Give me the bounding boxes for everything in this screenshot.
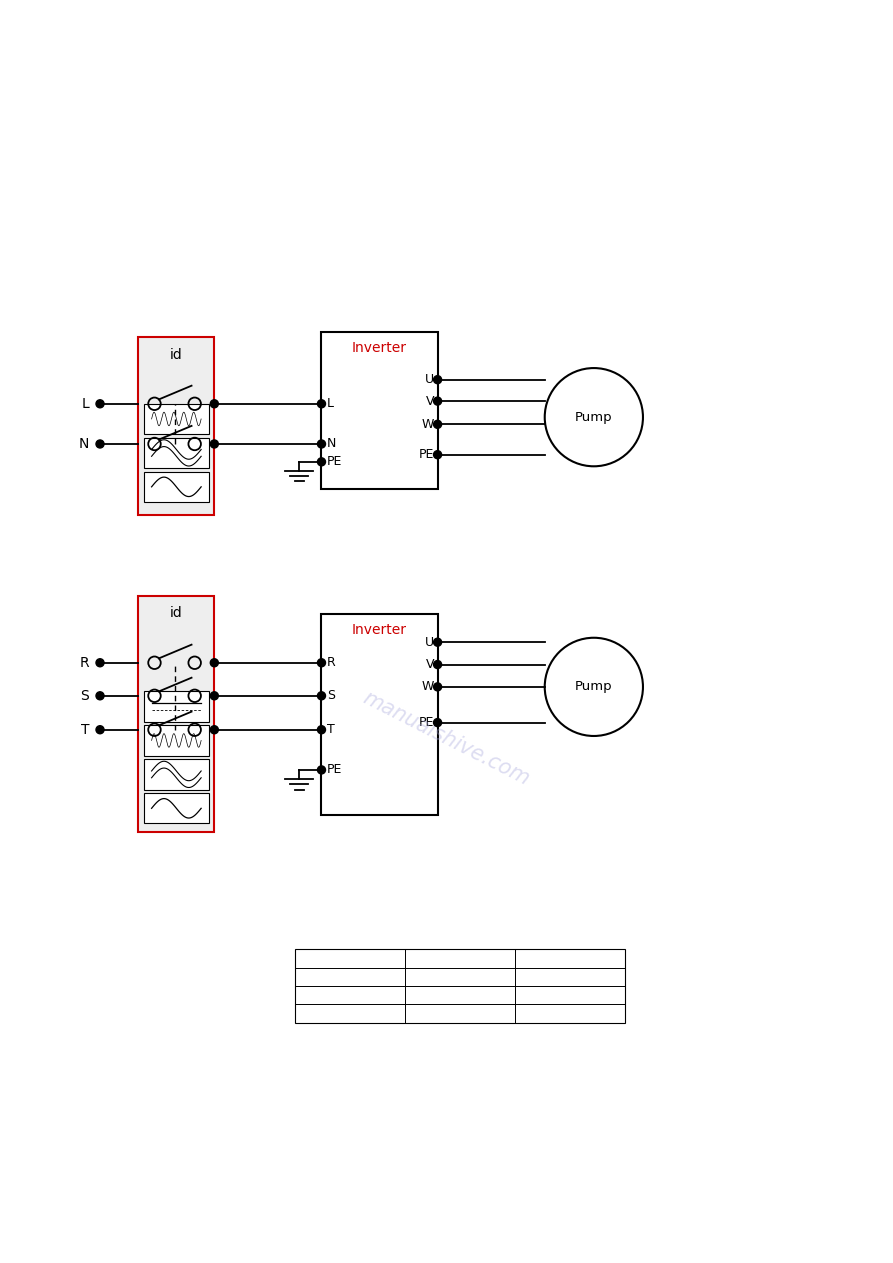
Text: N: N bbox=[327, 437, 336, 451]
Text: PE: PE bbox=[327, 763, 342, 777]
Text: W: W bbox=[421, 681, 434, 693]
Text: V: V bbox=[425, 658, 434, 671]
Circle shape bbox=[211, 659, 218, 667]
Text: L: L bbox=[81, 397, 89, 410]
Circle shape bbox=[96, 400, 104, 408]
Circle shape bbox=[96, 726, 104, 734]
Text: Inverter: Inverter bbox=[352, 623, 407, 637]
Text: U: U bbox=[425, 635, 434, 649]
Bar bbox=[138, 596, 214, 832]
Circle shape bbox=[96, 692, 104, 700]
Bar bbox=[144, 404, 209, 434]
Circle shape bbox=[434, 719, 441, 726]
Circle shape bbox=[317, 765, 325, 774]
Bar bbox=[144, 793, 209, 823]
Circle shape bbox=[434, 397, 441, 405]
Circle shape bbox=[211, 692, 218, 700]
Text: Pump: Pump bbox=[575, 410, 613, 423]
Text: manualshive.com: manualshive.com bbox=[360, 688, 533, 789]
Circle shape bbox=[211, 440, 218, 448]
Text: T: T bbox=[80, 722, 89, 736]
Circle shape bbox=[211, 400, 218, 408]
Text: PE: PE bbox=[419, 716, 434, 729]
Text: R: R bbox=[79, 655, 89, 669]
Text: S: S bbox=[327, 690, 335, 702]
Text: T: T bbox=[327, 724, 335, 736]
Circle shape bbox=[317, 440, 325, 448]
Circle shape bbox=[96, 440, 104, 448]
Circle shape bbox=[434, 683, 441, 691]
Text: Inverter: Inverter bbox=[352, 341, 407, 355]
Text: id: id bbox=[170, 606, 183, 620]
Bar bbox=[321, 332, 438, 489]
Text: PE: PE bbox=[419, 448, 434, 461]
Bar bbox=[321, 614, 438, 815]
Text: U: U bbox=[425, 373, 434, 386]
Circle shape bbox=[317, 726, 325, 734]
Text: id: id bbox=[170, 347, 183, 361]
Circle shape bbox=[434, 451, 441, 458]
Text: W: W bbox=[421, 418, 434, 431]
Bar bbox=[144, 438, 209, 469]
Circle shape bbox=[211, 726, 218, 734]
Text: N: N bbox=[79, 437, 89, 451]
Bar bbox=[144, 691, 209, 721]
Text: L: L bbox=[327, 398, 334, 410]
Text: V: V bbox=[425, 394, 434, 408]
Circle shape bbox=[317, 400, 325, 408]
Circle shape bbox=[434, 421, 441, 428]
Bar bbox=[144, 725, 209, 755]
Text: Pump: Pump bbox=[575, 681, 613, 693]
Bar bbox=[144, 471, 209, 501]
Circle shape bbox=[317, 457, 325, 466]
Text: R: R bbox=[327, 657, 336, 669]
Circle shape bbox=[317, 659, 325, 667]
Circle shape bbox=[434, 638, 441, 647]
Circle shape bbox=[434, 661, 441, 668]
Circle shape bbox=[317, 692, 325, 700]
Text: S: S bbox=[80, 688, 89, 702]
Circle shape bbox=[434, 375, 441, 384]
Bar bbox=[295, 950, 625, 1023]
Bar bbox=[138, 337, 214, 515]
Circle shape bbox=[96, 659, 104, 667]
Bar bbox=[144, 759, 209, 789]
Text: PE: PE bbox=[327, 456, 342, 469]
